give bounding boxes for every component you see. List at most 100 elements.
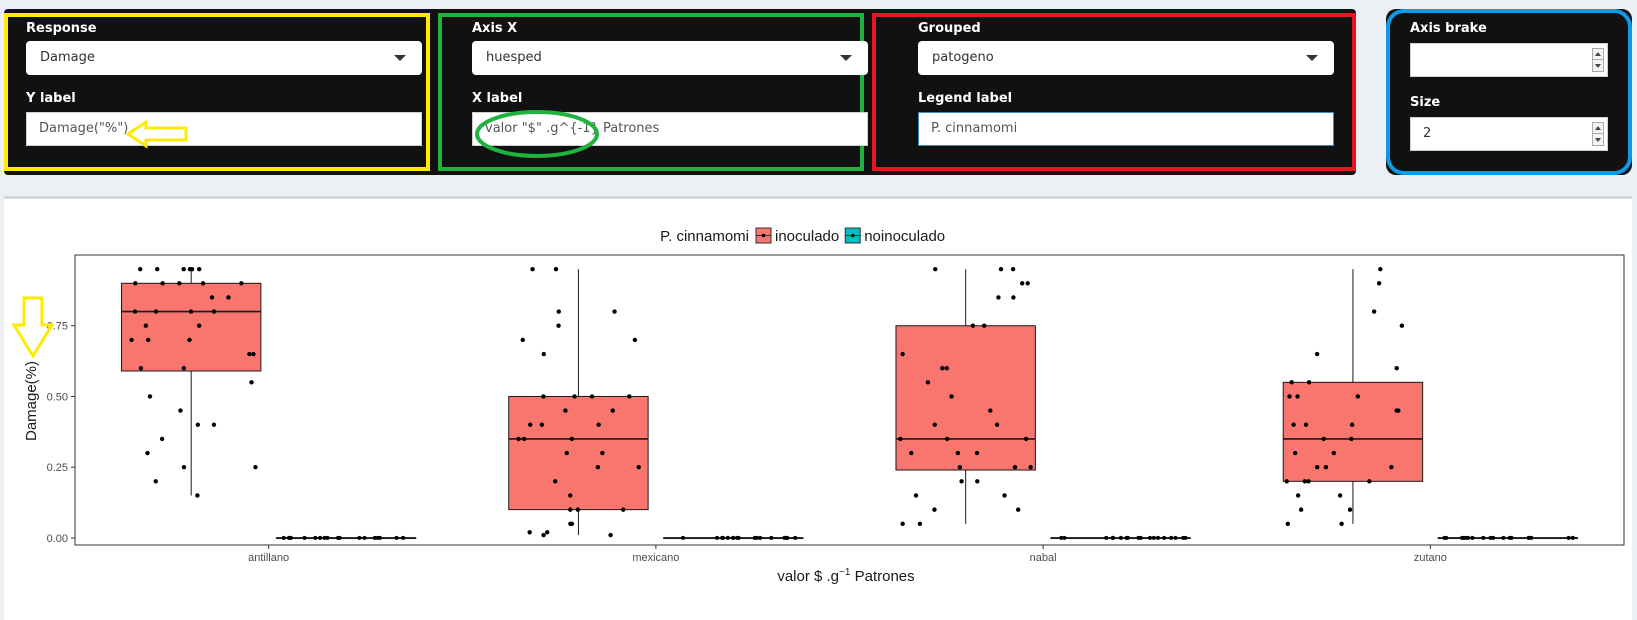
axis-brake-input[interactable] (1410, 43, 1608, 77)
data-point (1010, 266, 1016, 272)
data-point (553, 266, 559, 272)
data-point (1138, 535, 1143, 540)
data-point (974, 450, 980, 456)
data-point (949, 394, 954, 399)
data-point (627, 394, 632, 399)
data-point (758, 535, 763, 540)
data-point (1378, 266, 1383, 272)
data-point (286, 535, 291, 540)
data-point (575, 507, 581, 512)
y-axis-title: Damage(%) (23, 361, 40, 441)
data-point (1303, 422, 1309, 427)
x-label-input[interactable]: valor "$" .g^{-1} Patrones (472, 112, 868, 146)
data-point (1155, 535, 1160, 540)
data-point (793, 535, 798, 540)
data-point (247, 351, 252, 357)
grouped-select[interactable]: patogeno (918, 41, 1334, 75)
data-point (1314, 351, 1320, 357)
data-point (975, 479, 980, 484)
data-point (1028, 464, 1033, 470)
data-point (530, 266, 535, 272)
data-point (1012, 464, 1018, 470)
data-point (133, 281, 138, 286)
legend-label-label: Legend label (918, 91, 1013, 106)
data-point (1347, 507, 1353, 512)
data-point (1337, 493, 1343, 498)
data-point (1389, 464, 1394, 470)
response-select[interactable]: Damage (26, 41, 422, 75)
data-point (556, 309, 561, 314)
data-point (596, 422, 601, 427)
data-point (955, 450, 961, 456)
x-label-label: X label (472, 91, 523, 106)
axis-controls-panel: Axis brake Size 2 (1386, 9, 1632, 175)
data-point (249, 380, 254, 385)
response-label: Response (26, 21, 97, 36)
data-point (541, 394, 546, 399)
data-point (226, 295, 231, 300)
data-point (970, 323, 976, 328)
data-point (138, 365, 144, 371)
data-point (313, 535, 318, 540)
data-point (621, 507, 626, 512)
data-point (521, 436, 527, 442)
data-point (1394, 365, 1399, 371)
data-point (394, 535, 399, 540)
data-point (595, 464, 601, 470)
data-point (1331, 450, 1337, 456)
data-point (782, 535, 787, 540)
y-label-input[interactable]: Damage("%") (26, 112, 422, 146)
size-input[interactable]: 2 (1410, 117, 1608, 151)
data-point (211, 422, 217, 427)
data-point (1059, 535, 1064, 540)
box-inoculado (508, 395, 649, 511)
data-point (336, 535, 341, 540)
data-point (1295, 493, 1301, 498)
data-point (735, 535, 740, 540)
data-point (181, 464, 187, 470)
box-inoculado (120, 282, 262, 372)
data-point (1371, 309, 1377, 314)
axis-x-select[interactable]: huesped (472, 41, 868, 75)
highlight-box-green (438, 13, 864, 171)
y-tick-label: 0.75 (47, 321, 68, 333)
data-point (1444, 535, 1449, 540)
size-label: Size (1410, 95, 1441, 110)
legend-title: P. cinnamomi (660, 228, 749, 245)
data-point (998, 266, 1004, 272)
data-point (1376, 281, 1382, 286)
data-point (1287, 394, 1292, 399)
data-point (944, 365, 950, 371)
x-axis-title-sup: −1 (839, 567, 851, 578)
data-point (181, 365, 186, 371)
data-point (145, 450, 150, 456)
legend-label-input[interactable]: P. cinnamomi (918, 112, 1334, 146)
chevron-down-icon (394, 55, 406, 61)
data-point (568, 493, 573, 498)
data-point (632, 337, 638, 343)
highlight-box-blue (1386, 9, 1632, 175)
data-point (982, 323, 987, 328)
data-point (196, 323, 202, 328)
data-point (932, 507, 937, 512)
data-point (1023, 436, 1029, 442)
data-point (159, 436, 165, 442)
data-point (147, 394, 153, 399)
x-axis-title: valor $ .g−1 Patrones (777, 567, 914, 585)
data-point (132, 309, 138, 314)
data-point (1481, 535, 1486, 540)
number-spinner-icon[interactable] (1592, 122, 1604, 146)
data-point (209, 295, 215, 300)
data-point (1349, 422, 1355, 427)
data-point (153, 309, 159, 314)
data-point (1020, 281, 1025, 286)
data-point (1396, 408, 1401, 413)
data-point (211, 309, 217, 314)
data-point (725, 535, 730, 540)
data-point (188, 309, 194, 314)
data-point (1298, 507, 1304, 512)
number-spinner-icon[interactable] (1592, 48, 1604, 72)
legend: P. cinnamomi inoculado noinoculado (660, 227, 945, 245)
data-point (1025, 281, 1030, 286)
data-point (520, 337, 525, 343)
